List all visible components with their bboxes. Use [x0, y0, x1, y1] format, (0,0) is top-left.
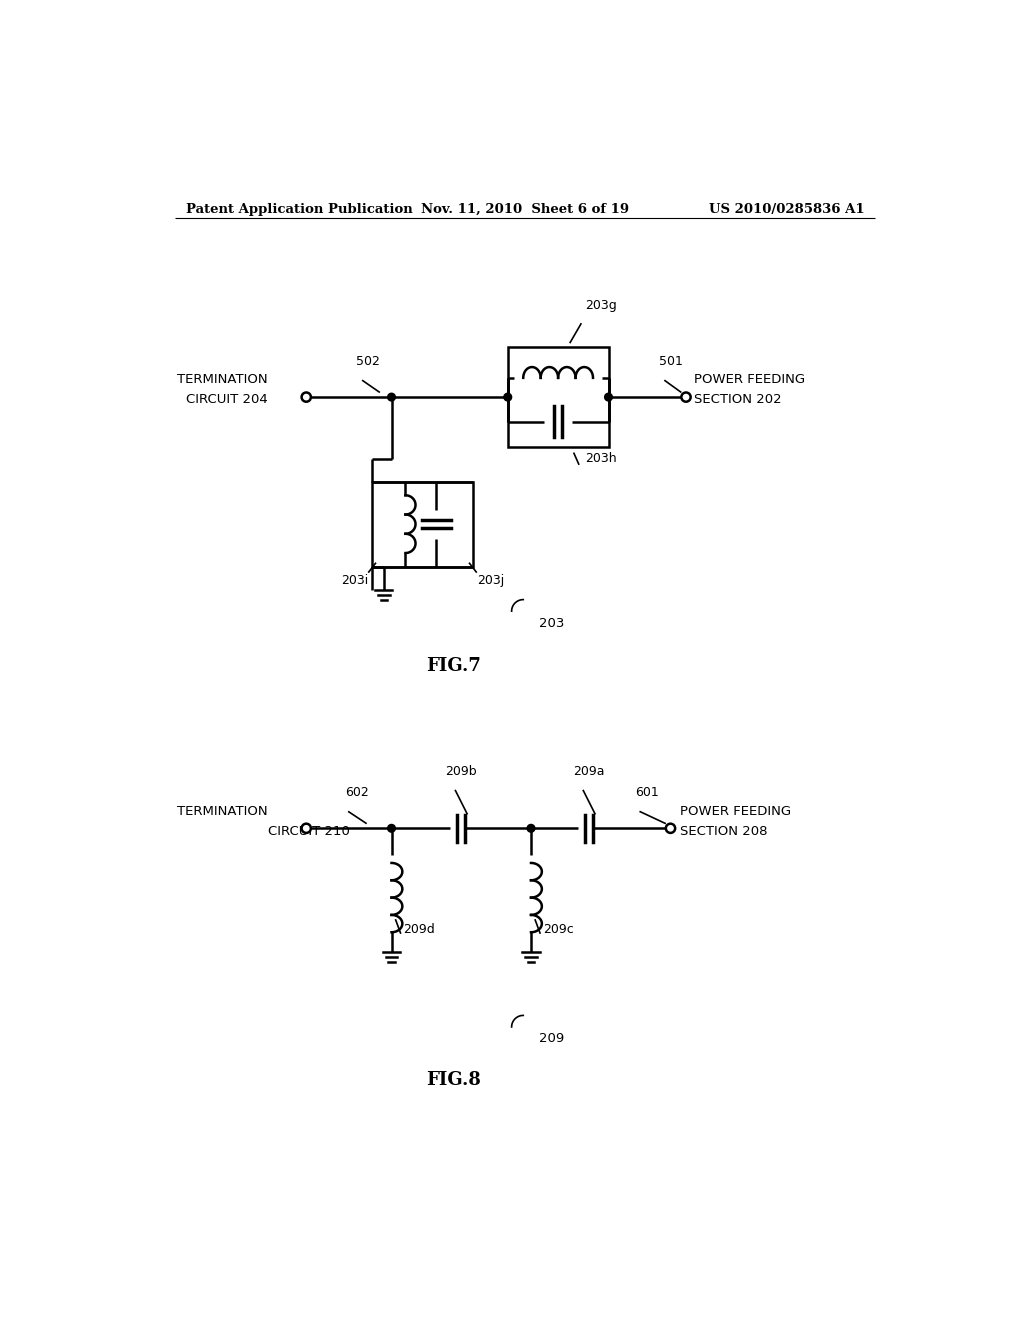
Circle shape [388, 825, 395, 832]
Circle shape [302, 824, 311, 833]
Text: 602: 602 [345, 785, 369, 799]
Text: TERMINATION: TERMINATION [177, 374, 267, 387]
Text: 502: 502 [356, 355, 380, 368]
Text: FIG.8: FIG.8 [426, 1071, 481, 1089]
Text: CIRCUIT 204: CIRCUIT 204 [185, 393, 267, 407]
Circle shape [681, 392, 690, 401]
Text: POWER FEEDING: POWER FEEDING [680, 804, 791, 817]
Text: FIG.7: FIG.7 [426, 657, 481, 676]
Text: 501: 501 [658, 355, 682, 368]
Circle shape [302, 392, 311, 401]
Text: 203h: 203h [586, 451, 616, 465]
Text: 601: 601 [635, 785, 659, 799]
Text: 209c: 209c [543, 923, 573, 936]
Text: CIRCUIT 210: CIRCUIT 210 [267, 825, 349, 837]
Text: Patent Application Publication: Patent Application Publication [186, 203, 413, 216]
Circle shape [604, 393, 612, 401]
Text: 203: 203 [539, 616, 564, 630]
Circle shape [527, 825, 535, 832]
Text: 209a: 209a [573, 766, 605, 779]
Text: US 2010/0285836 A1: US 2010/0285836 A1 [709, 203, 864, 216]
Circle shape [388, 393, 395, 401]
Bar [508, 347, 608, 447]
Text: POWER FEEDING: POWER FEEDING [693, 374, 805, 387]
Text: SECTION 202: SECTION 202 [693, 393, 781, 407]
Text: 209b: 209b [445, 766, 477, 779]
Text: 203i: 203i [341, 574, 369, 587]
Text: Nov. 11, 2010  Sheet 6 of 19: Nov. 11, 2010 Sheet 6 of 19 [421, 203, 629, 216]
Text: 209: 209 [539, 1032, 564, 1045]
Text: 203j: 203j [477, 574, 504, 587]
Text: 203g: 203g [586, 300, 617, 313]
Text: TERMINATION: TERMINATION [177, 804, 267, 817]
Bar [372, 482, 473, 566]
Text: SECTION 208: SECTION 208 [680, 825, 767, 837]
Circle shape [666, 824, 675, 833]
Text: 209d: 209d [403, 923, 435, 936]
Circle shape [504, 393, 512, 401]
